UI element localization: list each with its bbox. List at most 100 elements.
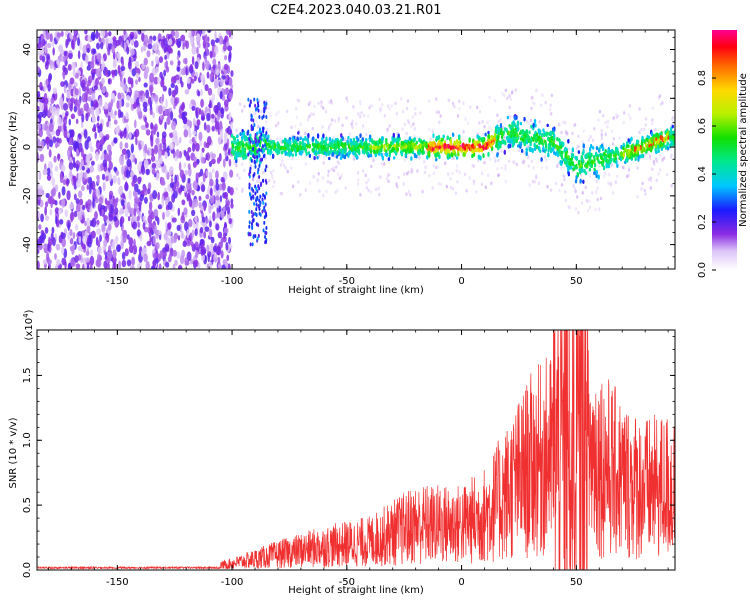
spectrogram-cell bbox=[113, 216, 118, 222]
spectrogram-cell bbox=[123, 41, 127, 52]
spectrogram-cell bbox=[236, 173, 239, 177]
spectrogram-cell bbox=[265, 120, 268, 124]
spectrogram-cell bbox=[186, 181, 191, 190]
spectrogram-cell bbox=[206, 152, 211, 161]
spectrogram-cell bbox=[124, 153, 128, 160]
spectrogram-cell bbox=[45, 201, 49, 208]
spectrogram-cell bbox=[310, 112, 313, 116]
spectrogram-cell bbox=[90, 31, 96, 41]
spectrogram-cell bbox=[223, 135, 228, 144]
spectrogram-cell bbox=[41, 96, 45, 104]
spectrogram-cell bbox=[134, 157, 138, 165]
spectrogram-cell bbox=[225, 241, 229, 251]
spectrogram-cell bbox=[390, 104, 393, 108]
spectrogram-cell bbox=[281, 159, 284, 163]
spectrogram-cell bbox=[480, 171, 484, 176]
spectrogram-cell bbox=[117, 92, 122, 100]
spectrogram-cell bbox=[97, 240, 101, 248]
spectrogram-cell bbox=[48, 149, 52, 158]
spectrogram-cell bbox=[81, 185, 85, 192]
chart-title: C2E4.2023.040.03.21.R01 bbox=[270, 3, 441, 18]
spectrogram-cell bbox=[368, 106, 371, 110]
spectrogram-cell bbox=[595, 148, 599, 153]
spectrogram-cell bbox=[375, 187, 378, 192]
spectrogram-cell bbox=[226, 200, 230, 207]
spectrogram-cell bbox=[151, 168, 156, 175]
spectrogram-cell bbox=[644, 123, 647, 127]
spectrogram-cell bbox=[189, 63, 193, 72]
spectrogram-cell bbox=[267, 178, 271, 183]
spectrogram-cell bbox=[198, 202, 202, 209]
spectrogram-cell bbox=[67, 132, 70, 138]
spectrogram-cell bbox=[204, 226, 210, 232]
spectrogram-cell bbox=[191, 142, 196, 153]
spectrogram-cell bbox=[49, 59, 54, 70]
spectrogram-cell bbox=[68, 162, 74, 170]
spectrogram-cell bbox=[508, 94, 511, 98]
spectrogram-cell bbox=[574, 189, 577, 194]
spectrogram-cell bbox=[213, 105, 219, 114]
spectrogram-cell bbox=[191, 105, 196, 112]
spectrogram-cell bbox=[235, 186, 238, 191]
spectrogram-cell bbox=[69, 137, 73, 146]
spectrogram-cell bbox=[332, 166, 335, 170]
spectrogram-cell bbox=[304, 131, 307, 136]
spectrogram-cell bbox=[160, 180, 166, 186]
spectrogram-cell bbox=[92, 127, 97, 133]
spectrogram-cell bbox=[91, 217, 97, 228]
spectrogram-cell bbox=[216, 212, 221, 218]
spectrogram-cell bbox=[149, 109, 153, 116]
spectrogram-cell bbox=[88, 87, 93, 96]
spectrogram-cell bbox=[560, 183, 564, 187]
spectrogram-cell bbox=[193, 198, 199, 208]
spectrogram-cell bbox=[103, 108, 109, 115]
spectrogram-cell bbox=[47, 109, 51, 117]
spectrogram-cell bbox=[179, 76, 183, 85]
spectrogram-cell bbox=[651, 118, 654, 122]
spectrogram-cell bbox=[436, 165, 440, 169]
spectrogram-cell bbox=[184, 257, 188, 266]
spectrogram-cell bbox=[41, 34, 45, 40]
spectrogram-cell bbox=[212, 211, 216, 222]
spectrogram-cell bbox=[311, 126, 314, 131]
spectrogram-cell bbox=[464, 117, 467, 121]
spectrogram-cell bbox=[224, 142, 228, 151]
spectrogram-cell bbox=[192, 161, 197, 168]
spectrogram-cell bbox=[222, 158, 226, 168]
spectrogram-cell bbox=[188, 218, 193, 228]
spectrogram-cell bbox=[659, 153, 662, 158]
spectrogram-cell bbox=[55, 142, 58, 149]
spectrogram-cell bbox=[111, 44, 115, 54]
spectrogram-cell bbox=[64, 209, 69, 217]
spectrogram-cell bbox=[636, 194, 639, 199]
spectrogram-cell bbox=[191, 30, 196, 37]
spectrogram-cell bbox=[113, 207, 119, 216]
spectrogram-cell bbox=[604, 132, 607, 137]
spectrogram-cell bbox=[211, 93, 216, 101]
spectrogram-cell bbox=[223, 227, 229, 234]
spectrogram-cell bbox=[406, 99, 410, 103]
spectrogram-cell bbox=[463, 172, 467, 177]
spectrogram-cell bbox=[330, 167, 333, 172]
spectrogram-cell bbox=[435, 97, 438, 101]
spectrogram-cell bbox=[527, 121, 531, 126]
spectrogram-cell bbox=[241, 109, 244, 113]
spectrogram-cell bbox=[537, 181, 541, 186]
spectrogram-cell bbox=[88, 140, 92, 149]
spectrogram-cell bbox=[267, 106, 270, 111]
spectrogram-cell bbox=[37, 248, 40, 255]
spectrogram-cell bbox=[401, 127, 404, 132]
spectrogram-cell bbox=[82, 263, 85, 269]
spectrogram-cell bbox=[478, 109, 482, 114]
spectrogram-cell bbox=[320, 104, 323, 108]
spectrogram-cell bbox=[291, 156, 294, 161]
spectrogram-cell bbox=[163, 141, 167, 151]
spectrogram-cell bbox=[651, 121, 654, 126]
spectrogram-cell bbox=[211, 153, 216, 159]
spectrogram-cell bbox=[219, 195, 223, 203]
spectrogram-cell bbox=[180, 230, 184, 239]
spectrogram-cell bbox=[202, 30, 206, 37]
spectrogram-cell bbox=[145, 89, 150, 99]
spectrogram-cell bbox=[63, 50, 68, 57]
spectrogram-cell bbox=[55, 243, 61, 251]
